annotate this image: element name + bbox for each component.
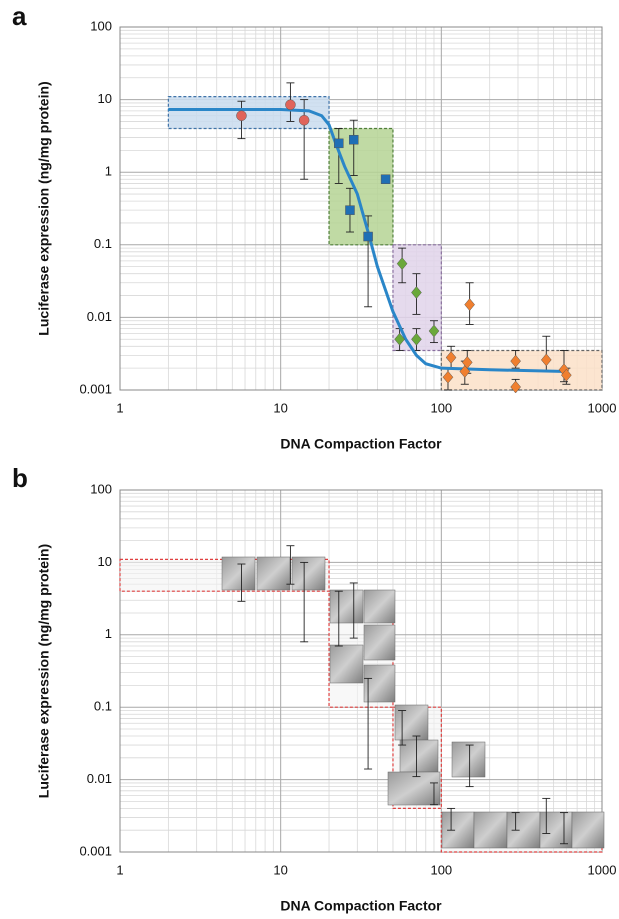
point	[461, 356, 473, 369]
micrograph	[571, 811, 605, 849]
micrograph	[329, 644, 364, 684]
micrograph	[451, 741, 486, 778]
y-tick-label: 10	[98, 554, 112, 569]
point	[411, 332, 422, 346]
y-tick-label: 0.001	[79, 843, 112, 858]
error-bar	[286, 545, 295, 585]
error-bar	[465, 744, 474, 788]
error-bar	[349, 582, 358, 639]
x-axis-label: DNA Compaction Factor	[280, 436, 442, 452]
x-tick-label: 1000	[588, 862, 617, 877]
point	[411, 286, 422, 299]
point	[510, 380, 521, 394]
axes-frame	[119, 489, 603, 853]
micrograph-thumbnails	[221, 556, 605, 849]
y-tick-label: 0.01	[87, 309, 112, 324]
micrograph	[363, 624, 396, 661]
error-bar	[429, 782, 438, 806]
y-tick-label: 10	[98, 91, 112, 106]
x-tick-label: 10	[273, 862, 287, 877]
y-tick-label: 0.001	[79, 381, 112, 396]
point	[363, 231, 373, 242]
micrograph	[539, 811, 573, 849]
point	[464, 298, 475, 312]
axes-frame	[119, 26, 603, 391]
y-tick-label: 1	[105, 164, 112, 179]
y-axis-label: Luciferase expression (ng/mg protein)	[36, 544, 52, 798]
point	[380, 174, 391, 184]
error-bar	[334, 590, 343, 647]
micrograph	[256, 556, 291, 591]
error-bar	[447, 807, 456, 831]
error-bar	[364, 677, 373, 770]
error-bar	[349, 119, 358, 176]
point	[561, 368, 572, 382]
point	[334, 138, 344, 149]
y-axis-label: Luciferase expression (ng/mg protein)	[36, 81, 52, 335]
y-tick-label: 0.01	[87, 771, 112, 786]
point	[394, 332, 405, 346]
y-tick-label: 0.1	[94, 699, 112, 714]
micrograph	[291, 556, 326, 591]
point	[510, 354, 521, 368]
point	[345, 205, 355, 215]
micrograph	[473, 811, 508, 849]
x-tick-label: 1000	[588, 400, 617, 415]
error-bar	[542, 797, 551, 834]
error-bar	[334, 128, 343, 184]
error-bar	[237, 563, 246, 602]
point	[442, 370, 454, 384]
y-tick-label: 100	[90, 18, 112, 33]
point	[285, 99, 296, 110]
micrograph	[387, 771, 441, 806]
y-tick-label: 0.1	[94, 236, 112, 251]
point	[396, 257, 408, 271]
point	[298, 114, 310, 126]
panel-label: a	[12, 1, 27, 31]
error-bar	[398, 710, 407, 746]
error-bar	[412, 735, 421, 778]
micrograph	[363, 589, 396, 624]
x-tick-label: 1	[116, 862, 123, 877]
x-tick-label: 1	[116, 400, 123, 415]
x-tick-label: 10	[273, 400, 287, 415]
x-tick-label: 100	[430, 400, 452, 415]
micrograph	[221, 556, 256, 591]
x-tick-label: 100	[430, 862, 452, 877]
error-bar	[300, 99, 309, 180]
y-tick-label: 1	[105, 626, 112, 641]
point	[445, 351, 457, 364]
micrograph	[399, 739, 439, 773]
point	[428, 324, 440, 338]
error-bar	[300, 561, 309, 643]
panel-label: b	[12, 463, 28, 493]
point	[540, 353, 552, 367]
micrograph	[329, 589, 364, 624]
micrograph	[441, 811, 475, 849]
point	[236, 110, 247, 121]
point	[348, 134, 359, 145]
x-axis-label: DNA Compaction Factor	[280, 898, 442, 914]
micrograph	[363, 664, 396, 703]
error-bar	[511, 812, 520, 831]
error-bar	[559, 812, 568, 845]
y-tick-label: 100	[90, 481, 112, 496]
